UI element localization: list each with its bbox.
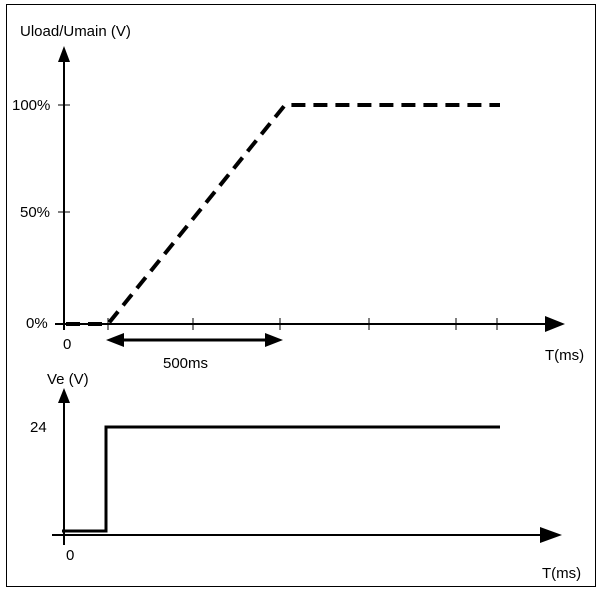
top-chart: Uload/Umain (V) 100% 50% 0% 0 T(ms) 500m… bbox=[12, 23, 584, 372]
top-y-tick-label-0: 0% bbox=[26, 315, 48, 332]
top-series-line bbox=[66, 103, 500, 326]
figure-frame bbox=[6, 4, 596, 587]
bottom-x-arrow bbox=[540, 527, 562, 543]
bottom-y-axis-label: Ve (V) bbox=[47, 371, 89, 388]
bottom-x-axis-label: T(ms) bbox=[542, 565, 581, 582]
bottom-series-line bbox=[62, 425, 500, 533]
top-y-arrow bbox=[58, 46, 70, 62]
bottom-chart: Ve (V) 24 0 T(ms) bbox=[30, 371, 581, 582]
top-y-tick-label-50: 50% bbox=[20, 204, 50, 221]
top-x-origin-label: 0 bbox=[63, 336, 71, 353]
bottom-y-arrow bbox=[58, 388, 70, 403]
bottom-y-tick-label-24: 24 bbox=[30, 419, 47, 436]
top-x-arrow bbox=[545, 316, 565, 332]
duration-label: 500ms bbox=[163, 355, 208, 372]
top-x-axis-label: T(ms) bbox=[545, 347, 584, 364]
duration-arrow-left bbox=[106, 333, 124, 347]
bottom-x-origin-label: 0 bbox=[66, 547, 74, 564]
duration-arrow-right bbox=[265, 333, 283, 347]
top-y-tick-label-100: 100% bbox=[12, 97, 50, 114]
top-y-axis-label: Uload/Umain (V) bbox=[20, 23, 131, 40]
